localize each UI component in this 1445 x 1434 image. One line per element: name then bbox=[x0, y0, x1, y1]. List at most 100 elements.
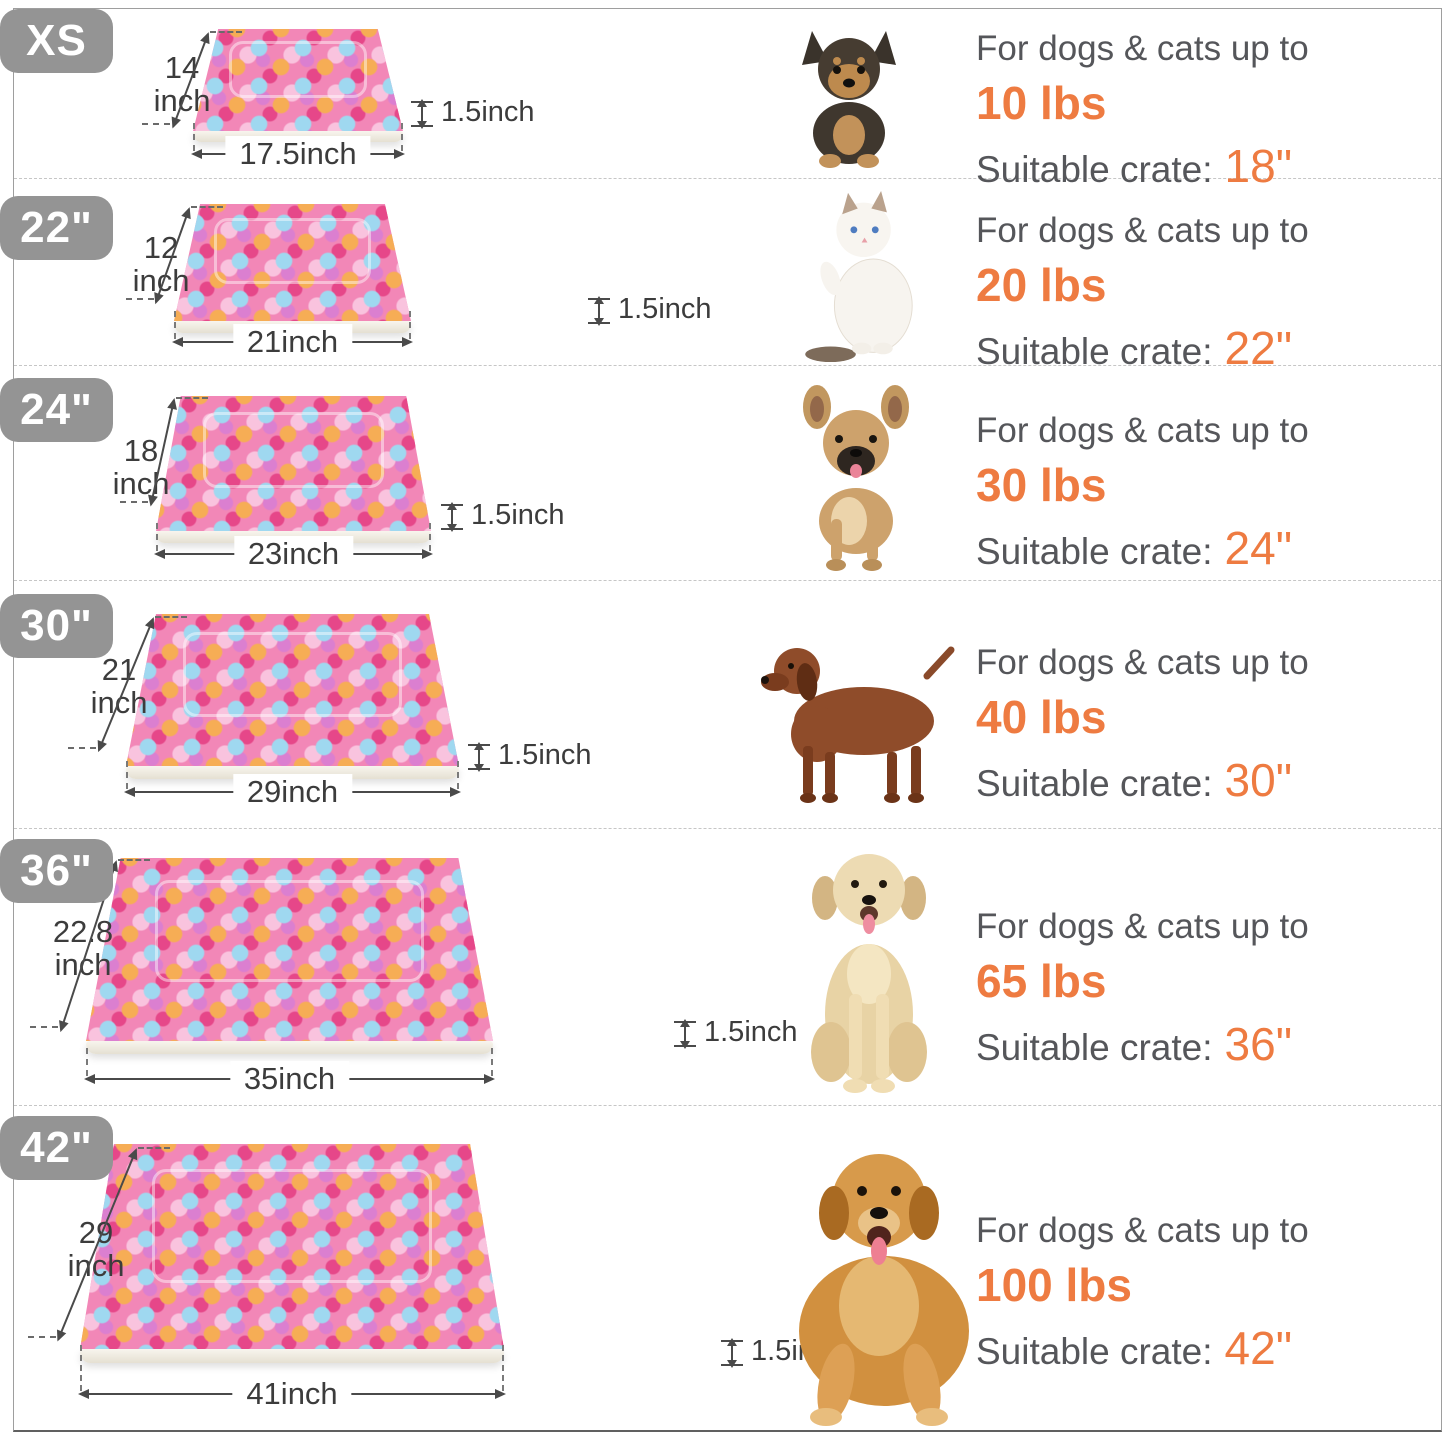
leader-dash bbox=[126, 298, 154, 300]
mat-fleece-base bbox=[86, 1041, 493, 1054]
depth-dimension-label: 18 inch bbox=[112, 433, 170, 501]
crate-mat-illustration bbox=[156, 396, 431, 543]
leader-dash bbox=[28, 1336, 56, 1338]
info-line: For dogs & cats up to bbox=[976, 29, 1309, 68]
mat-stitching bbox=[214, 218, 371, 284]
size-row-xs: XS 14 inch 17.5inch 1.5inch bbox=[0, 9, 1441, 192]
pet-photo-ragdoll-cat bbox=[789, 189, 944, 364]
leader-dash bbox=[30, 1026, 58, 1028]
crate-size: 18" bbox=[1224, 140, 1293, 192]
mat-top bbox=[156, 396, 431, 531]
depth-dimension-label: 14 inch bbox=[153, 50, 211, 118]
info-line: For dogs & cats up to bbox=[976, 1211, 1309, 1250]
size-row-24: 24" 18 inch 23inch 1.5inch bbox=[0, 366, 1441, 581]
weight-limit: 10 lbs bbox=[976, 77, 1107, 129]
mat-fleece-base bbox=[80, 1349, 504, 1363]
thickness-dimension-label: 1.5inch bbox=[441, 96, 535, 128]
size-row-30: 30" 21 inch 29inch 1.5inch bbox=[0, 581, 1441, 829]
mat-stitching bbox=[155, 879, 424, 983]
crate-size: 30" bbox=[1224, 754, 1293, 806]
width-dimension-label: 21inch bbox=[232, 324, 353, 360]
size-info-block: For dogs & cats up to 30 lbs Suitable cr… bbox=[976, 411, 1445, 575]
width-dimension-label: 23inch bbox=[233, 536, 354, 572]
size-row-22: 22" 12 inch 21inch 1.5inch bbox=[0, 179, 1441, 374]
crate-line: Suitable crate: 42" bbox=[976, 1322, 1293, 1374]
mat-top bbox=[174, 204, 411, 321]
thickness-dimension-arrow: 1.5inch bbox=[441, 499, 565, 532]
crate-line: Suitable crate: 18" bbox=[976, 140, 1293, 192]
size-badge: 22" bbox=[0, 196, 113, 260]
size-badge: XS bbox=[0, 9, 113, 73]
width-dimension-label: 35inch bbox=[229, 1061, 350, 1097]
crate-line: Suitable crate: 22" bbox=[976, 322, 1293, 374]
crate-mat-illustration bbox=[86, 858, 493, 1054]
crate-line: Suitable crate: 24" bbox=[976, 522, 1293, 574]
leader-dash bbox=[68, 747, 96, 749]
crate-size: 22" bbox=[1224, 322, 1293, 374]
thickness-dimension-label: 1.5inch bbox=[618, 293, 712, 325]
leader-dash bbox=[142, 123, 170, 125]
leader-dash bbox=[176, 397, 208, 399]
width-dimension-label: 41inch bbox=[232, 1376, 352, 1412]
thickness-dimension-label: 1.5inch bbox=[704, 1016, 798, 1048]
thickness-dimension-arrow: 1.5inch bbox=[721, 1335, 845, 1368]
leader-dash bbox=[118, 859, 150, 861]
size-row-36: 36" 22.8 inch 35inch 1.5inch bbox=[0, 829, 1441, 1106]
weight-limit: 30 lbs bbox=[976, 459, 1107, 511]
crate-size: 36" bbox=[1224, 1018, 1293, 1070]
pet-photo-french-bulldog bbox=[779, 381, 934, 573]
crate-mat-illustration bbox=[80, 1144, 504, 1363]
mat-stitching bbox=[182, 632, 403, 718]
leader-dash bbox=[138, 1147, 170, 1149]
mat-top bbox=[80, 1144, 504, 1349]
crate-size: 42" bbox=[1224, 1322, 1293, 1374]
size-info-block: For dogs & cats up to 100 lbs Suitable c… bbox=[976, 1211, 1445, 1375]
crate-mat-illustration bbox=[126, 614, 459, 779]
size-info-block: For dogs & cats up to 10 lbs Suitable cr… bbox=[976, 29, 1445, 193]
depth-dimension-label: 29 inch bbox=[67, 1215, 125, 1283]
chart-frame: XS 14 inch 17.5inch 1.5inch bbox=[0, 8, 1442, 1432]
thickness-dimension-arrow: 1.5inch bbox=[674, 1016, 798, 1049]
crate-mat-illustration bbox=[174, 204, 411, 333]
size-info-block: For dogs & cats up to 65 lbs Suitable cr… bbox=[976, 907, 1445, 1071]
leader-dash bbox=[155, 616, 187, 618]
crate-size: 24" bbox=[1224, 522, 1293, 574]
crate-line: Suitable crate: 36" bbox=[976, 1018, 1293, 1070]
thickness-dimension-arrow: 1.5inch bbox=[468, 739, 592, 772]
pet-photo-dachshund bbox=[759, 616, 959, 814]
depth-dimension-label: 12 inch bbox=[132, 230, 190, 298]
info-line: For dogs & cats up to bbox=[976, 211, 1309, 250]
crate-line: Suitable crate: 30" bbox=[976, 754, 1293, 806]
mat-stitching bbox=[152, 1168, 432, 1284]
mat-top bbox=[86, 858, 493, 1041]
weight-limit: 20 lbs bbox=[976, 259, 1107, 311]
mat-top bbox=[126, 614, 459, 766]
size-row-42: 42" 29 inch 41inch 1.5inch bbox=[0, 1106, 1441, 1430]
mat-stitching bbox=[228, 41, 368, 99]
width-dimension-label: 29inch bbox=[232, 774, 353, 810]
mat-fleece-base bbox=[126, 766, 459, 779]
mat-stitching bbox=[202, 412, 385, 488]
weight-limit: 100 lbs bbox=[976, 1259, 1132, 1311]
mat-top bbox=[193, 29, 403, 131]
leader-dash bbox=[210, 31, 242, 33]
size-badge: 36" bbox=[0, 839, 113, 903]
size-badge: 42" bbox=[0, 1116, 113, 1180]
info-line: For dogs & cats up to bbox=[976, 907, 1309, 946]
thickness-dimension-arrow: 1.5inch bbox=[588, 293, 712, 326]
depth-dimension-label: 21 inch bbox=[90, 652, 148, 720]
weight-limit: 40 lbs bbox=[976, 691, 1107, 743]
leader-dash bbox=[191, 206, 223, 208]
leader-dash bbox=[120, 501, 148, 503]
depth-dimension-label: 22.8 inch bbox=[52, 914, 114, 982]
width-dimension-label: 17.5inch bbox=[225, 136, 371, 172]
size-badge: 30" bbox=[0, 594, 113, 658]
pet-photo-golden-retriever-sitting bbox=[789, 834, 949, 1102]
info-line: For dogs & cats up to bbox=[976, 411, 1309, 450]
thickness-dimension-label: 1.5inch bbox=[471, 499, 565, 531]
crate-mat-illustration bbox=[193, 29, 403, 142]
size-info-block: For dogs & cats up to 20 lbs Suitable cr… bbox=[976, 211, 1445, 375]
size-badge: 24" bbox=[0, 378, 113, 442]
pet-photo-golden-retriever-lying bbox=[764, 1121, 999, 1426]
